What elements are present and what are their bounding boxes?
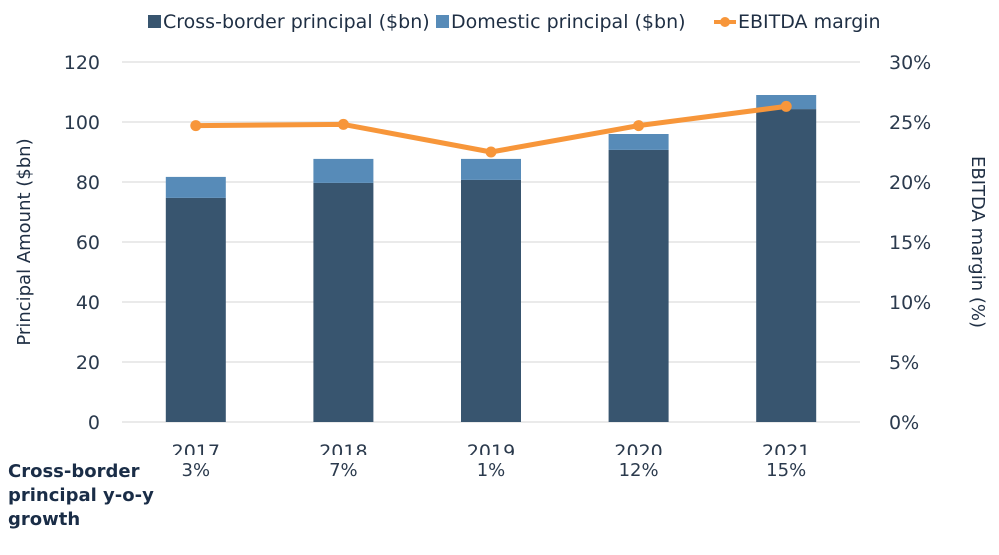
y2-tick-label: 20% <box>889 172 931 194</box>
y-tick-label: 0 <box>88 412 100 434</box>
ebitda-point <box>780 100 792 112</box>
legend-swatch <box>148 15 161 28</box>
y-tick-label: 40 <box>76 292 100 314</box>
bar-domestic <box>608 134 669 150</box>
bar-domestic <box>313 158 374 183</box>
y2-axis-title: EBITDA margin (%) <box>967 156 988 328</box>
ebitda-point <box>337 118 349 130</box>
y-tick-label: 60 <box>76 232 100 254</box>
growth-value: 7% <box>329 460 358 481</box>
growth-row-label: Cross-border principal y-o-y growth <box>8 461 154 530</box>
ebitda-point <box>190 120 202 132</box>
y-tick-label: 100 <box>64 112 100 134</box>
y-tick-label: 120 <box>64 52 100 74</box>
bar-cross-border <box>608 149 669 422</box>
legend-marker <box>720 17 730 27</box>
y2-tick-label: 10% <box>889 292 931 314</box>
growth-value: 3% <box>181 460 211 481</box>
legend-swatch <box>436 15 449 28</box>
y2-tick-label: 30% <box>889 52 931 74</box>
y2-tick-label: 5% <box>889 352 919 374</box>
y2-tick-label: 0% <box>889 412 919 434</box>
x-tick-label: 2017 <box>172 441 220 455</box>
x-tick-label: 2019 <box>467 441 515 455</box>
bar-cross-border <box>165 197 226 422</box>
legend-label: Cross-border principal ($bn) <box>163 11 430 33</box>
legend-label: Domestic principal ($bn) <box>451 11 686 33</box>
bar-domestic <box>461 158 521 180</box>
y2-tick-label: 25% <box>889 112 931 134</box>
bar-cross-border <box>756 109 817 422</box>
legend-label: EBITDA margin <box>738 11 881 33</box>
growth-value: 15% <box>766 460 807 481</box>
x-tick-label: 2020 <box>614 441 662 455</box>
x-tick-label: 2018 <box>319 441 367 455</box>
x-tick-label: 2021 <box>762 441 810 455</box>
ebitda-line <box>195 103 787 155</box>
growth-value: 12% <box>618 460 659 481</box>
ebitda-point <box>485 146 497 158</box>
growth-value: 1% <box>476 460 506 481</box>
chart: 0 20 40 60 80 100 120 0% 5% 10% 15% 20% 25% 30% Princi… <box>14 11 988 455</box>
y-tick-label: 80 <box>76 172 100 194</box>
ebitda-point <box>633 120 645 132</box>
y-axis-title: Principal Amount ($bn) <box>14 138 35 345</box>
bar-domestic <box>165 176 226 198</box>
y-tick-label: 20 <box>76 352 100 374</box>
bar-cross-border <box>313 182 374 422</box>
bar-cross-border <box>461 179 521 422</box>
y2-tick-label: 15% <box>889 232 931 254</box>
